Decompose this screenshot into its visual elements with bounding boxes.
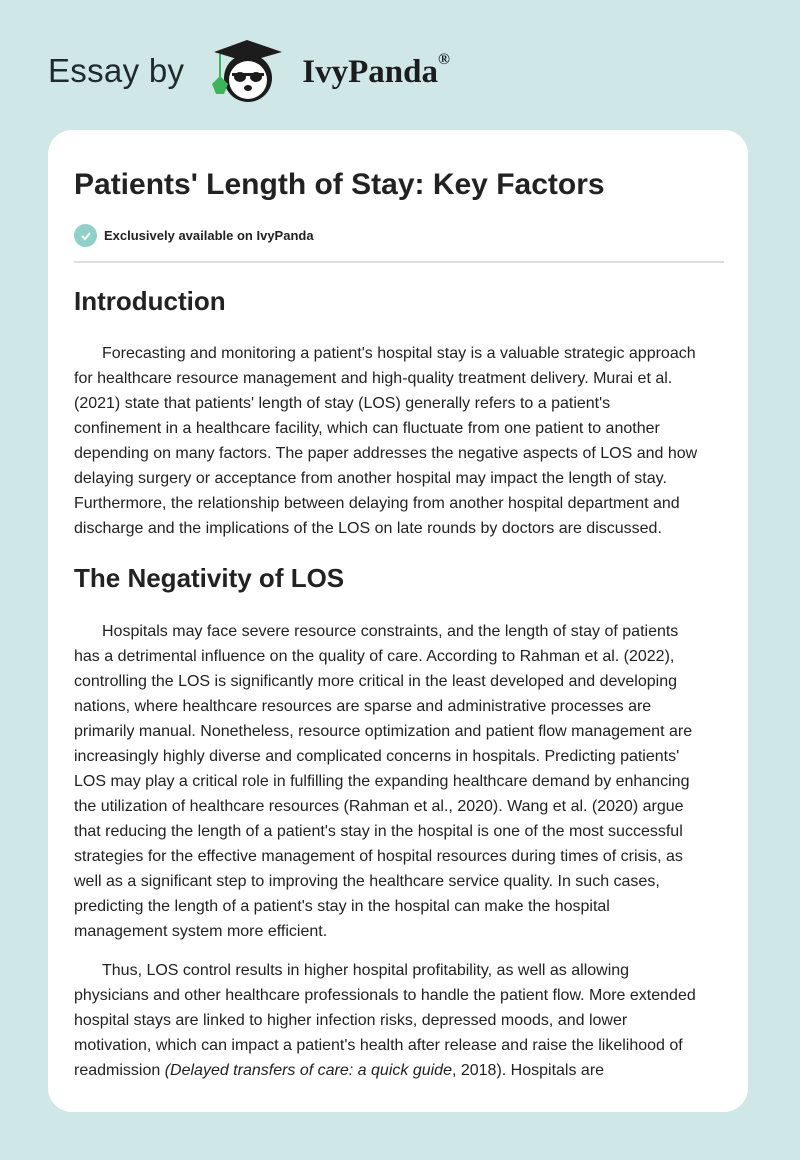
text-line: Hospitals may face severe resource const… xyxy=(102,623,679,640)
text-line: hospital stays are linked to higher infe… xyxy=(74,1012,628,1029)
brand-header: Essay by IvyPanda® xyxy=(48,36,450,106)
paragraph: Forecasting and monitoring a patient's h… xyxy=(74,341,697,541)
text-line: Thus, LOS control results in higher hosp… xyxy=(102,962,630,979)
page-title: Patients' Length of Stay: Key Factors xyxy=(74,168,605,201)
text-line: Furthermore, the relationship between de… xyxy=(74,495,680,512)
essay-by-label: Essay by xyxy=(48,52,185,89)
text-line: increasingly highly diverse and complica… xyxy=(74,748,680,765)
text-line: that reducing the length of a patient's … xyxy=(74,823,683,840)
paragraph: Hospitals may face severe resource const… xyxy=(74,619,692,944)
text-line: nations, where healthcare resources are … xyxy=(74,698,652,715)
brand-name: IvyPanda xyxy=(302,54,439,90)
text-line: motivation, which can impact a patient's… xyxy=(74,1037,683,1054)
essay-card: Patients' Length of Stay: Key Factors Ex… xyxy=(48,130,748,1112)
text-line: readmission (Delayed transfers of care: … xyxy=(74,1058,696,1083)
exclusive-badge: Exclusively available on IvyPanda xyxy=(74,224,314,247)
text-line: the utilization of healthcare resources … xyxy=(74,798,684,815)
text-line: has a detrimental influence on the quali… xyxy=(74,648,675,665)
exclusive-text: Exclusively available on IvyPanda xyxy=(104,228,314,243)
citation-title: (Delayed transfers of care: a quick guid… xyxy=(164,1062,452,1079)
text-segment: readmission xyxy=(74,1062,165,1079)
text-line: strategies for the effective management … xyxy=(74,848,683,865)
divider xyxy=(74,261,724,263)
text-line: LOS may play a critical role in fulfilli… xyxy=(74,773,690,790)
text-line: predicting the length of a patient's sta… xyxy=(74,898,610,915)
text-line: depending on many factors. The paper add… xyxy=(74,445,698,462)
registered-mark: ® xyxy=(438,51,450,68)
text-line: confinement in a healthcare facility, wh… xyxy=(74,420,660,437)
text-line: controlling the LOS is significantly mor… xyxy=(74,673,678,690)
check-circle-icon xyxy=(74,224,97,247)
text-line: primarily manual. Nonetheless, resource … xyxy=(74,723,693,740)
paragraph: Thus, LOS control results in higher hosp… xyxy=(74,958,696,1083)
text-line: physicians and other healthcare professi… xyxy=(74,987,696,1004)
ivypanda-wordmark: IvyPanda® xyxy=(302,51,450,91)
section-heading: Introduction xyxy=(74,286,226,316)
text-line: Forecasting and monitoring a patient's h… xyxy=(102,345,696,362)
text-line: management system more efficient. xyxy=(74,923,328,940)
ivypanda-logo-icon xyxy=(212,40,283,102)
text-line: well as a significant step to improving … xyxy=(74,873,660,890)
section-heading: The Negativity of LOS xyxy=(74,563,345,593)
text-line: discharge and the implications of the LO… xyxy=(74,520,662,537)
text-line: delaying surgery or acceptance from anot… xyxy=(74,470,667,487)
text-line: (2021) state that patients' length of st… xyxy=(74,395,611,412)
text-segment: , 2018). Hospitals are xyxy=(451,1062,605,1079)
text-line: for healthcare resource management and h… xyxy=(74,370,673,387)
